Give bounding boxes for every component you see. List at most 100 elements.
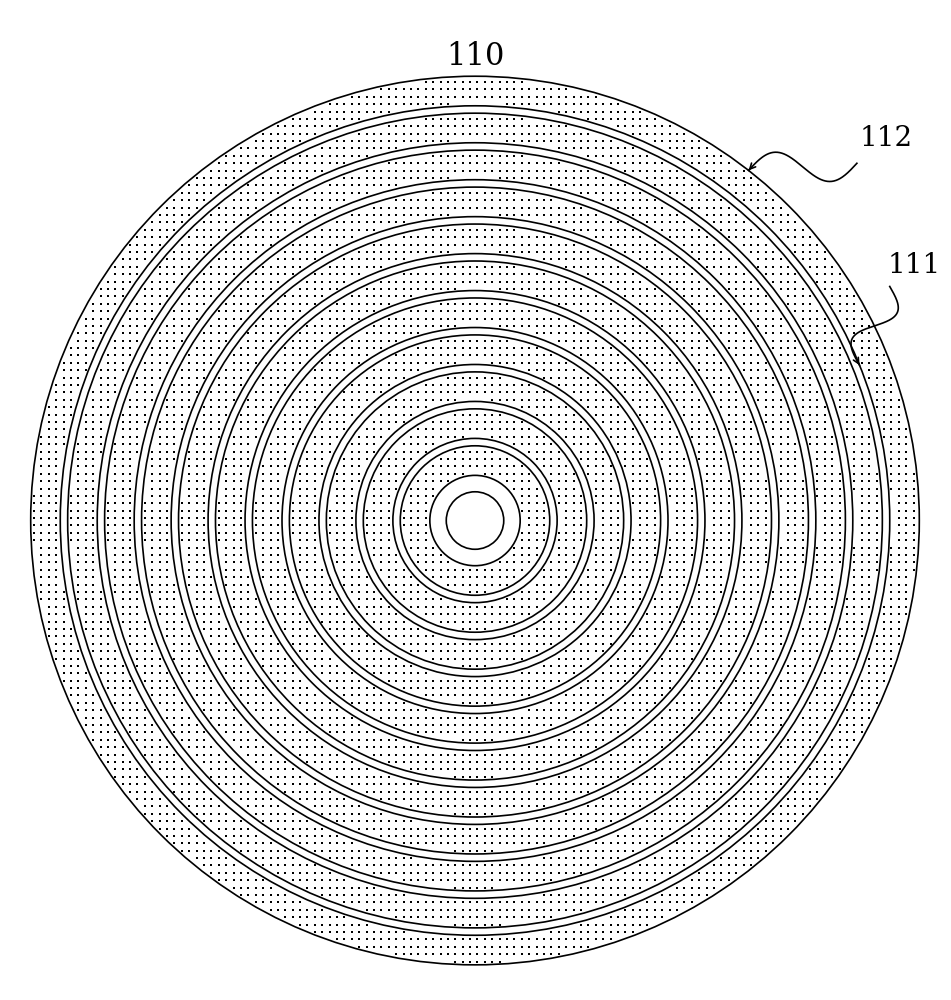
Point	[115, 769, 130, 785]
Point	[425, 717, 440, 733]
Point	[456, 821, 471, 837]
Point	[359, 857, 374, 873]
Point	[86, 318, 101, 334]
Point	[558, 207, 573, 223]
Point	[64, 495, 79, 511]
Point	[448, 466, 463, 482]
Point	[625, 902, 640, 918]
Point	[728, 791, 744, 807]
Point	[846, 296, 862, 312]
Point	[166, 259, 182, 275]
Point	[137, 651, 152, 667]
Point	[123, 584, 138, 600]
Point	[625, 784, 640, 800]
Point	[411, 495, 426, 511]
Point	[640, 392, 655, 408]
Point	[160, 481, 175, 497]
Point	[840, 311, 855, 327]
Point	[566, 902, 581, 918]
Point	[278, 370, 293, 386]
Point	[795, 303, 810, 319]
Point	[728, 347, 744, 363]
Point	[300, 621, 315, 637]
Point	[699, 362, 714, 378]
Point	[514, 554, 530, 570]
Point	[795, 547, 810, 563]
Point	[566, 821, 581, 837]
Point	[899, 577, 914, 593]
Point	[758, 791, 773, 807]
Point	[137, 281, 152, 297]
Point	[625, 591, 640, 607]
Point	[389, 318, 404, 334]
Point	[832, 281, 847, 297]
Point	[618, 104, 633, 120]
Point	[270, 532, 285, 548]
Point	[877, 651, 892, 667]
Point	[174, 717, 189, 733]
Point	[817, 325, 832, 341]
Point	[699, 355, 714, 371]
Point	[787, 584, 803, 600]
Point	[492, 917, 507, 933]
Point	[226, 577, 242, 593]
Point	[359, 636, 374, 652]
Point	[854, 547, 869, 563]
Point	[293, 828, 308, 844]
Point	[196, 540, 211, 556]
Point	[595, 606, 611, 622]
Point	[618, 274, 633, 290]
Point	[662, 554, 677, 570]
Point	[204, 769, 219, 785]
Point	[344, 473, 359, 489]
Point	[174, 732, 189, 748]
Point	[477, 296, 493, 312]
Point	[396, 96, 411, 112]
Point	[654, 569, 670, 585]
Point	[233, 717, 248, 733]
Point	[123, 562, 138, 578]
Point	[166, 222, 182, 238]
Point	[773, 614, 788, 630]
Point	[115, 591, 130, 607]
Point	[196, 673, 211, 689]
Point	[137, 377, 152, 393]
Point	[595, 562, 611, 578]
Point	[766, 710, 781, 726]
Point	[160, 687, 175, 703]
Point	[654, 444, 670, 460]
Point	[262, 458, 278, 474]
Point	[396, 710, 411, 726]
Point	[825, 732, 840, 748]
Point	[758, 370, 773, 386]
Point	[721, 658, 736, 674]
Point	[233, 340, 248, 356]
Point	[684, 540, 699, 556]
Point	[544, 288, 559, 304]
Point	[233, 488, 248, 504]
Point	[507, 835, 522, 851]
Point	[773, 798, 788, 814]
Point	[825, 362, 840, 378]
Point	[329, 754, 344, 770]
Point	[262, 303, 278, 319]
Point	[832, 288, 847, 304]
Point	[684, 599, 699, 615]
Point	[744, 525, 759, 541]
Point	[389, 414, 404, 430]
Point	[64, 370, 79, 386]
Point	[366, 303, 381, 319]
Point	[433, 857, 448, 873]
Point	[256, 687, 271, 703]
Point	[381, 333, 397, 349]
Point	[115, 251, 130, 267]
Point	[440, 111, 456, 127]
Point	[418, 429, 434, 445]
Point	[366, 377, 381, 393]
Point	[846, 687, 862, 703]
Point	[618, 458, 633, 474]
Point	[618, 614, 633, 630]
Point	[270, 887, 285, 903]
Point	[248, 177, 263, 193]
Point	[352, 148, 367, 164]
